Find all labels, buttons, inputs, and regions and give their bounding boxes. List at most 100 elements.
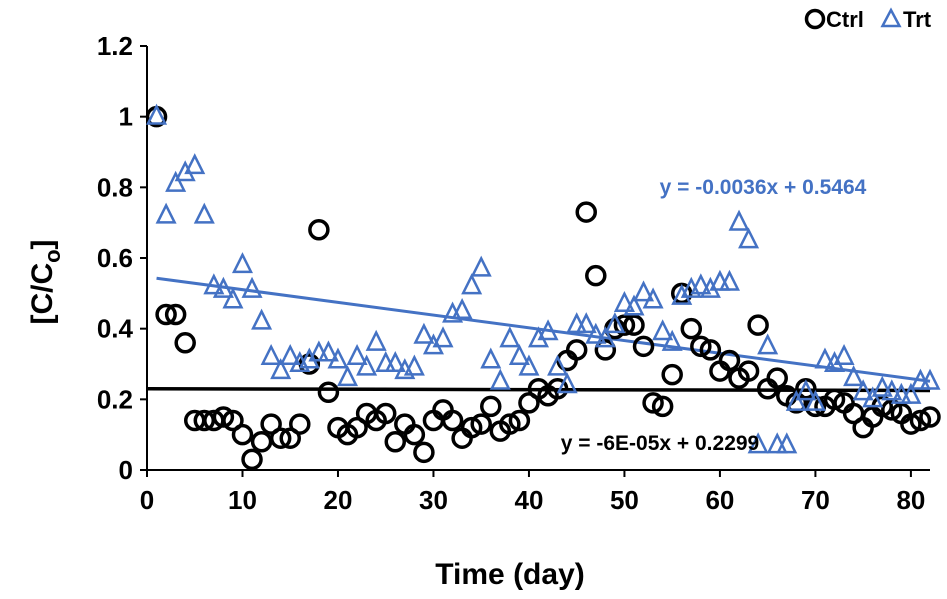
point-trt [212, 276, 234, 298]
point-trt [489, 368, 511, 390]
point-trt [499, 326, 521, 348]
trendline-equation-trt: y = -0.0036x + 0.5464 [660, 176, 867, 199]
point-trt [633, 280, 655, 302]
point-ctrl [374, 402, 397, 425]
y-tick-label: 0.2 [97, 384, 133, 414]
point-trt [203, 273, 225, 295]
legend-marker-trt [880, 7, 902, 28]
point-trt [403, 354, 425, 376]
point-ctrl [441, 409, 464, 432]
x-tick-label: 70 [801, 485, 830, 515]
svg-text:[C/Co]: [C/Co] [26, 239, 65, 324]
point-trt [270, 358, 292, 380]
point-ctrl [241, 448, 263, 471]
y-tick-label: 0.8 [97, 172, 133, 202]
point-trt [537, 319, 559, 341]
point-trt [575, 312, 597, 334]
point-trt [155, 202, 177, 224]
point-trt [556, 372, 578, 394]
point-trt [146, 103, 168, 125]
y-tick-label: 1.2 [97, 31, 133, 61]
point-ctrl [585, 264, 607, 287]
point-trt [919, 368, 941, 390]
point-trt [604, 312, 626, 334]
point-ctrl [632, 335, 655, 358]
point-ctrl [881, 399, 903, 421]
point-trt [642, 287, 664, 309]
point-ctrl [623, 314, 645, 336]
point-ctrl [565, 339, 588, 361]
point-ctrl [766, 367, 788, 389]
point-ctrl [909, 409, 932, 432]
labels: y = -0.0036x + 0.5464 y = -6E-05x + 0.229… [561, 176, 867, 455]
point-ctrl [690, 335, 712, 358]
point-trt [747, 432, 769, 454]
point-trt [251, 308, 273, 330]
trendline-ctrl [146, 387, 931, 393]
point-ctrl [250, 430, 273, 453]
y-tick-label: 0.4 [97, 314, 134, 344]
point-trt [795, 379, 817, 401]
y-axis-title: [C/Co] [26, 239, 65, 324]
point-ctrl [699, 339, 722, 361]
point-ctrl [269, 427, 292, 449]
x-tick-label: 60 [705, 485, 734, 515]
point-trt [184, 153, 206, 175]
point-trt [785, 389, 807, 411]
point-trt [470, 255, 492, 277]
point-ctrl [260, 413, 282, 435]
point-trt [804, 389, 826, 411]
x-tick-label: 50 [610, 485, 639, 515]
point-ctrl [174, 332, 196, 354]
point-trt [356, 354, 378, 376]
point-trt [527, 326, 550, 348]
point-ctrl [661, 363, 683, 386]
point-trt [193, 202, 215, 224]
x-tick-label: 20 [324, 485, 353, 515]
point-ctrl [403, 423, 426, 446]
point-ctrl [747, 314, 769, 336]
point-ctrl [499, 413, 521, 435]
point-trt [728, 209, 750, 231]
point-trt [757, 333, 779, 355]
point-ctrl [546, 377, 569, 400]
x-tick-label: 10 [228, 485, 257, 515]
point-ctrl [594, 339, 617, 361]
point-trt [327, 347, 349, 369]
point-trt [461, 273, 483, 295]
point-trt [585, 322, 607, 344]
legend: Ctrl Trt [804, 7, 932, 32]
point-ctrl [737, 360, 760, 382]
point-ctrl [680, 317, 703, 340]
point-trt [222, 287, 244, 309]
point-trt [871, 375, 893, 397]
point-trt [623, 294, 645, 316]
point-trt [337, 365, 359, 387]
point-trt [547, 354, 569, 376]
point-trt [231, 252, 254, 274]
point-trt [422, 333, 444, 355]
point-ctrl [279, 427, 301, 449]
y-tick-label: 1 [119, 102, 133, 132]
data-points [145, 103, 941, 471]
point-ctrl [289, 413, 311, 435]
point-ctrl [508, 409, 531, 432]
point-ctrl [298, 353, 321, 375]
point-ctrl [642, 392, 664, 414]
point-trt [317, 340, 339, 362]
point-ctrl [823, 388, 846, 411]
point-ctrl [919, 406, 941, 428]
point-trt [699, 276, 721, 298]
point-trt [823, 351, 846, 373]
point-ctrl [518, 392, 540, 414]
point-trt [718, 269, 740, 291]
point-ctrl [317, 381, 340, 404]
point-ctrl [900, 413, 922, 435]
point-trt [241, 276, 263, 298]
point-ctrl [480, 395, 502, 418]
point-ctrl [155, 303, 177, 326]
x-tick-label: 30 [419, 485, 448, 515]
point-trt [690, 273, 712, 295]
point-ctrl [222, 409, 244, 432]
x-axis-title: Time (day) [435, 558, 585, 591]
